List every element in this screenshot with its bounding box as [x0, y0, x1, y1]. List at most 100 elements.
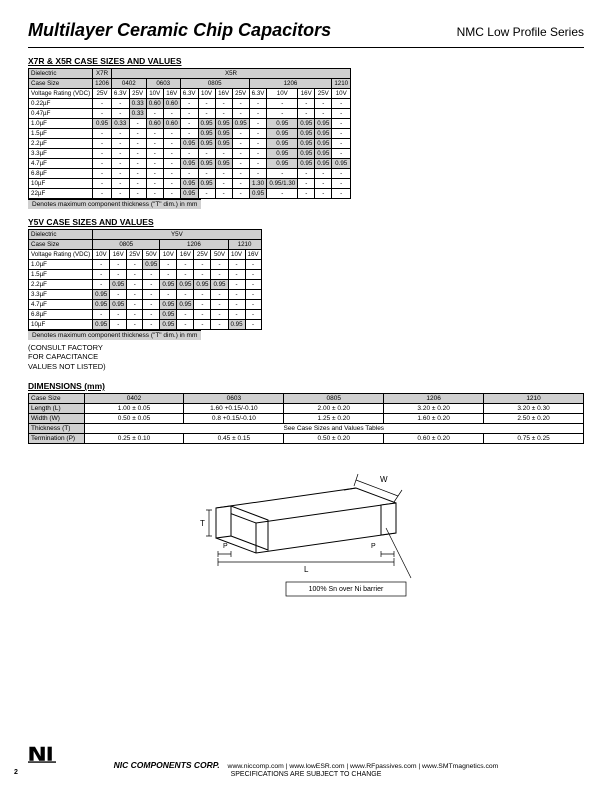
table-cell: - [180, 129, 198, 139]
table-cell: - [163, 189, 180, 199]
capacitance-label: 4.7µF [29, 159, 93, 169]
table-cell: - [127, 290, 143, 300]
table-cell: - [198, 99, 215, 109]
table-cell: 0.95 [160, 280, 177, 290]
table-cell: - [198, 169, 215, 179]
spec-notice: SPECIFICATIONS ARE SUBJECT TO CHANGE [0, 771, 612, 778]
table-cell: - [198, 109, 215, 119]
dimension-label: Width (W) [29, 414, 85, 424]
table-cell: - [111, 159, 129, 169]
table-cell: - [93, 310, 110, 320]
voltage-rating-label-2: Voltage Rating (VDC) [29, 250, 93, 260]
table-cell: - [211, 260, 228, 270]
table-cell: 0.75 ± 0.25 [484, 434, 584, 444]
table-header: 10V [146, 89, 163, 99]
table-cell: - [232, 169, 249, 179]
table-cell: - [146, 159, 163, 169]
table-cell: - [232, 139, 249, 149]
table-cell: - [110, 290, 127, 300]
table-cell: 0.95 [198, 179, 215, 189]
table-cell: - [232, 129, 249, 139]
table-header: 25V [232, 89, 249, 99]
table-cell: - [93, 129, 112, 139]
table-cell: - [245, 320, 261, 330]
table-header: 0603 [184, 394, 284, 404]
table-cell: - [315, 179, 332, 189]
table-cell: 0.95 [194, 280, 211, 290]
table-cell: - [245, 260, 261, 270]
table-header: 1206 [160, 240, 228, 250]
section3-title: DIMENSIONS (mm) [28, 381, 584, 391]
table-cell: - [198, 189, 215, 199]
dielectric-label: Dielectric [29, 69, 93, 79]
table-cell: - [249, 149, 267, 159]
capacitance-label: 6.8µF [29, 310, 93, 320]
table-header: 25V [129, 89, 146, 99]
table-cell: 0.95 [215, 129, 232, 139]
table-cell: - [111, 189, 129, 199]
table-cell: - [93, 179, 112, 189]
table-cell: 0.50 ± 0.05 [84, 414, 184, 424]
capacitance-label: 1.5µF [29, 129, 93, 139]
capacitance-label: 2.2µF [29, 139, 93, 149]
x7r-header: X7R [93, 69, 112, 79]
capacitance-label: 1.0µF [29, 260, 93, 270]
table-cell: - [129, 119, 146, 129]
table-header: 1210 [228, 240, 261, 250]
table-cell: 0.95 [93, 320, 110, 330]
page-footer: NIC COMPONENTS CORP. www.niccomp.com | w… [0, 760, 612, 778]
table-header: 10V [93, 250, 110, 260]
company-name: NIC COMPONENTS CORP. [114, 760, 220, 770]
table-cell: - [249, 139, 267, 149]
table-cell: - [143, 270, 160, 280]
dimension-label: Thickness (T) [29, 424, 85, 434]
table-cell: - [215, 99, 232, 109]
table-cell: 0.95 [215, 119, 232, 129]
table-cell: - [267, 169, 298, 179]
capacitance-label: 10µF [29, 320, 93, 330]
table-header: 0402 [111, 79, 146, 89]
table-header: 16V [163, 89, 180, 99]
table-header: 50V [211, 250, 228, 260]
section2-title: Y5V CASE SIZES AND VALUES [28, 217, 584, 227]
table-header: 25V [194, 250, 211, 260]
table-cell: - [245, 310, 261, 320]
case-size-label: Case Size [29, 79, 93, 89]
table-cell: - [194, 300, 211, 310]
table-cell: - [143, 280, 160, 290]
table-cell: - [180, 169, 198, 179]
table-cell: 3.20 ± 0.30 [484, 404, 584, 414]
table-cell: 1.25 ± 0.20 [284, 414, 384, 424]
table-cell: - [127, 280, 143, 290]
table-cell: - [127, 260, 143, 270]
table-cell: - [177, 260, 194, 270]
table-cell: 0.95 [267, 129, 298, 139]
table-cell: - [215, 149, 232, 159]
table-cell: - [93, 260, 110, 270]
table-cell: - [146, 189, 163, 199]
consult-factory-note: (CONSULT FACTORY FOR CAPACITANCE VALUES … [28, 343, 584, 371]
table-header: 25V [315, 89, 332, 99]
table-header: 0603 [146, 79, 180, 89]
table-cell: 1.60 ± 0.20 [384, 414, 484, 424]
table-cell: - [110, 260, 127, 270]
table-cell: - [194, 260, 211, 270]
table-cell: - [194, 290, 211, 300]
table-cell: - [249, 99, 267, 109]
table-cell: - [332, 109, 351, 119]
table-cell: - [198, 149, 215, 159]
table-cell: - [111, 169, 129, 179]
table-cell: - [194, 270, 211, 280]
table-cell: 0.95 [315, 119, 332, 129]
table-cell: 0.45 ± 0.15 [184, 434, 284, 444]
table-cell: 0.95 [211, 280, 228, 290]
y5v-table: Dielectric Y5V Case Size080512061210 Vol… [28, 229, 262, 330]
table-cell: - [163, 169, 180, 179]
table-cell: - [194, 320, 211, 330]
dimensions-table: Case Size04020603080512061210 Length (L)… [28, 393, 584, 444]
table-cell: 0.95 [267, 139, 298, 149]
table-cell: - [160, 270, 177, 280]
table-cell: - [228, 280, 245, 290]
table-header: 0805 [284, 394, 384, 404]
diagram-l-label: L [304, 565, 309, 574]
